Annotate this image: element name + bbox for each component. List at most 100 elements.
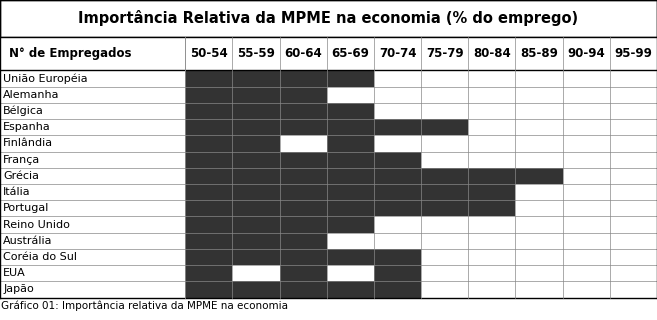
Bar — [327, 249, 374, 265]
Bar — [562, 184, 610, 200]
Bar — [0, 184, 657, 200]
Bar — [185, 152, 233, 168]
Bar — [374, 281, 421, 298]
Bar — [185, 70, 233, 87]
Bar — [0, 200, 657, 216]
Bar — [327, 103, 374, 119]
Bar — [610, 87, 657, 103]
Bar — [562, 249, 610, 265]
Bar — [374, 265, 421, 281]
Bar — [0, 168, 657, 184]
Bar — [185, 200, 233, 216]
Text: N° de Empregados: N° de Empregados — [9, 47, 132, 60]
Bar — [610, 119, 657, 135]
Bar — [185, 87, 233, 103]
Bar — [468, 119, 516, 135]
Bar — [185, 233, 233, 249]
Bar — [468, 103, 516, 119]
Text: 70-74: 70-74 — [379, 47, 417, 60]
Text: 90-94: 90-94 — [568, 47, 605, 60]
Bar — [233, 168, 280, 184]
Bar — [610, 265, 657, 281]
Bar — [516, 87, 562, 103]
Bar — [610, 152, 657, 168]
Bar — [185, 281, 233, 298]
Bar — [374, 200, 421, 216]
Bar — [233, 233, 280, 249]
Bar — [374, 184, 421, 200]
Bar — [185, 135, 233, 152]
Bar — [516, 184, 562, 200]
Bar — [468, 233, 516, 249]
Bar — [610, 233, 657, 249]
Bar — [185, 216, 233, 233]
Bar — [421, 265, 468, 281]
Bar — [280, 281, 327, 298]
Bar — [0, 119, 657, 135]
Bar — [327, 265, 374, 281]
Text: 60-64: 60-64 — [284, 47, 322, 60]
Bar — [185, 168, 233, 184]
Bar — [233, 70, 280, 87]
Bar — [562, 265, 610, 281]
Text: Portugal: Portugal — [3, 203, 50, 213]
Bar — [280, 265, 327, 281]
Bar — [233, 87, 280, 103]
Bar — [233, 265, 280, 281]
Bar — [327, 135, 374, 152]
Text: França: França — [3, 155, 41, 165]
Bar — [0, 103, 657, 119]
Bar — [280, 216, 327, 233]
Bar — [374, 233, 421, 249]
Bar — [233, 216, 280, 233]
Bar — [374, 70, 421, 87]
Bar — [280, 200, 327, 216]
Bar — [280, 168, 327, 184]
Bar — [516, 216, 562, 233]
Bar — [468, 216, 516, 233]
Bar — [562, 281, 610, 298]
Bar — [327, 216, 374, 233]
Text: Espanha: Espanha — [3, 122, 51, 132]
Bar — [280, 87, 327, 103]
Bar — [374, 119, 421, 135]
Bar — [0, 70, 657, 87]
Text: Itália: Itália — [3, 187, 31, 197]
Bar — [233, 200, 280, 216]
Bar — [327, 152, 374, 168]
Bar — [0, 265, 657, 281]
Bar — [562, 119, 610, 135]
Bar — [327, 233, 374, 249]
Bar — [327, 200, 374, 216]
Text: 65-69: 65-69 — [331, 47, 369, 60]
Bar — [280, 249, 327, 265]
Bar — [0, 233, 657, 249]
Bar — [327, 281, 374, 298]
Bar — [421, 103, 468, 119]
Bar — [468, 152, 516, 168]
Bar — [516, 265, 562, 281]
Bar — [374, 103, 421, 119]
Text: 80-84: 80-84 — [473, 47, 510, 60]
Bar — [327, 87, 374, 103]
Bar — [562, 200, 610, 216]
Text: 85-89: 85-89 — [520, 47, 558, 60]
Text: Gráfico 01: Importância relativa da MPME na economia: Gráfico 01: Importância relativa da MPME… — [1, 301, 288, 311]
Bar — [421, 184, 468, 200]
Bar — [233, 119, 280, 135]
Bar — [562, 233, 610, 249]
Bar — [516, 70, 562, 87]
Bar — [516, 281, 562, 298]
Bar — [280, 103, 327, 119]
Bar — [610, 168, 657, 184]
Bar — [0, 152, 657, 168]
Bar — [562, 152, 610, 168]
Bar — [0, 281, 657, 298]
Bar — [0, 37, 657, 70]
Bar — [610, 249, 657, 265]
Bar — [516, 168, 562, 184]
Bar — [516, 200, 562, 216]
Bar — [468, 70, 516, 87]
Bar — [610, 135, 657, 152]
Bar — [468, 87, 516, 103]
